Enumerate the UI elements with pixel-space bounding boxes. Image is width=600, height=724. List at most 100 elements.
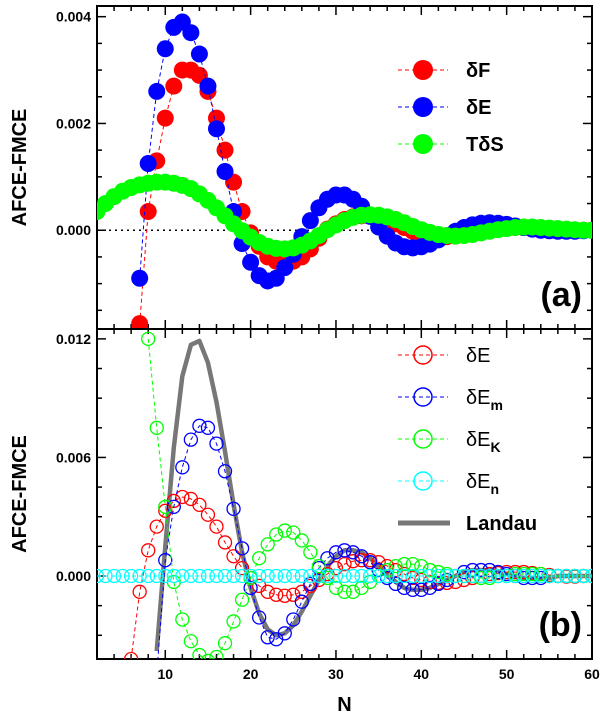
data-point [414, 568, 429, 584]
data-point [525, 568, 540, 584]
data-point [311, 558, 327, 574]
legend-label: Landau [466, 513, 537, 535]
data-point [584, 568, 592, 584]
data-point [311, 568, 327, 584]
data-point [141, 331, 156, 347]
data-point [131, 315, 149, 329]
data-point [141, 568, 156, 584]
data-point [337, 556, 352, 572]
data-point [328, 545, 344, 560]
y-tick-label: 0.000 [56, 222, 91, 238]
plot-area [97, 331, 592, 659]
data-point [166, 499, 181, 514]
y-tick-label: 0.004 [56, 9, 91, 25]
data-point [216, 163, 234, 181]
data-point [277, 568, 292, 584]
data-point [158, 553, 173, 568]
legend-marker [413, 345, 433, 365]
data-point [345, 554, 361, 569]
data-point [473, 568, 489, 584]
data-point [165, 77, 183, 95]
data-point [380, 568, 395, 584]
data-point [115, 568, 130, 584]
series-δEm [157, 418, 592, 659]
data-point [388, 568, 403, 584]
data-point [286, 568, 301, 584]
data-point [234, 568, 250, 584]
data-point [199, 77, 217, 95]
data-point [243, 580, 258, 596]
data-point [294, 568, 309, 584]
data-point [380, 558, 395, 574]
data-point [139, 203, 157, 221]
data-point [439, 572, 455, 588]
legend-label: δF [466, 60, 490, 82]
x-axis-title: N [337, 694, 351, 716]
data-point [362, 568, 378, 584]
data-point [499, 568, 514, 584]
series-δEm-line [157, 425, 592, 659]
legend-item: δEn [398, 471, 499, 497]
data-point [175, 568, 190, 584]
data-point [141, 543, 156, 558]
data-point [192, 568, 207, 584]
data-point [243, 568, 258, 584]
data-point [201, 653, 215, 659]
data-point [542, 568, 557, 584]
data-point [269, 527, 284, 542]
data-point [175, 489, 190, 505]
data-point [294, 533, 309, 548]
data-point [216, 141, 234, 159]
data-point [156, 40, 174, 58]
data-point [156, 109, 174, 127]
legend-item: δF [398, 60, 490, 82]
legend-marker [413, 97, 433, 117]
legend-marker [413, 387, 433, 407]
x-tick-label: 20 [243, 666, 259, 682]
landau-curve [154, 338, 592, 652]
data-point [345, 545, 361, 560]
data-point [131, 269, 149, 287]
data-point [303, 576, 318, 592]
series-δE-line [130, 496, 592, 659]
legend-label: δEn [466, 471, 499, 497]
data-point [328, 568, 344, 584]
data-point [277, 588, 292, 603]
data-point [260, 537, 275, 552]
data-point [276, 259, 294, 277]
series-TδS [97, 173, 592, 258]
data-point [175, 612, 190, 627]
data-point [182, 24, 200, 42]
legend-marker [413, 429, 433, 449]
data-point [209, 649, 224, 659]
legend-item: δEK [398, 429, 501, 455]
data-point [209, 519, 224, 534]
data-point [123, 568, 139, 584]
legend-marker [413, 471, 433, 491]
data-point [388, 576, 403, 592]
data-point [448, 568, 463, 584]
data-point [226, 614, 241, 629]
data-point [465, 568, 480, 584]
data-point [533, 568, 548, 584]
legend-item: δEm [398, 387, 503, 413]
data-point [397, 556, 412, 572]
data-point [405, 568, 420, 584]
legend-label: δEK [466, 429, 501, 455]
data-point [148, 82, 166, 100]
x-tick-label: 50 [499, 666, 515, 682]
y-tick-label: 0.002 [56, 115, 91, 131]
data-point [414, 582, 429, 597]
data-point [158, 503, 173, 518]
data-point [320, 568, 335, 584]
data-point [217, 568, 233, 584]
data-point [207, 120, 225, 138]
data-point [559, 568, 574, 584]
data-point [456, 564, 472, 580]
data-point [226, 568, 241, 584]
x-tick-label: 30 [328, 666, 344, 682]
data-point [482, 568, 497, 584]
data-point [252, 610, 267, 625]
data-point [286, 612, 301, 627]
